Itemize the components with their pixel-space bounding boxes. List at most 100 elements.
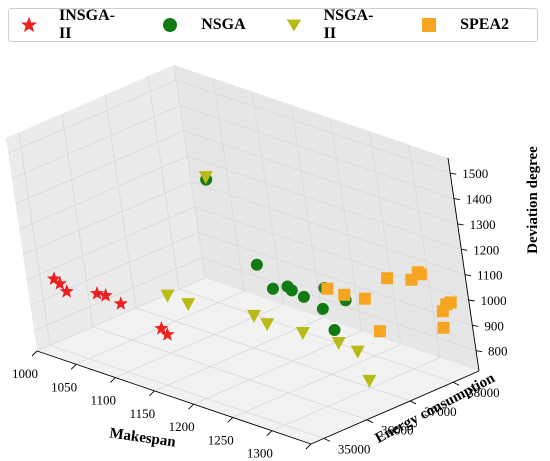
floor-pane [37, 278, 479, 444]
z-gridline [33, 257, 203, 332]
legend-item-nsga: NSGA [159, 14, 246, 36]
nsga2-point [160, 289, 175, 303]
x-gridline [232, 344, 401, 418]
nsga2-point [362, 374, 377, 388]
x-tick-label: 1250 [208, 432, 234, 447]
y-gridline [179, 288, 454, 383]
star-marker-icon [20, 16, 38, 33]
triangle-down-marker-icon [286, 19, 301, 32]
nsga2-point [295, 327, 310, 340]
z-gridline [19, 155, 188, 230]
y-gridline [49, 345, 325, 439]
z-tick-label: 1500 [462, 166, 488, 181]
insga2-point [113, 296, 128, 310]
y-tick-mark [452, 381, 460, 386]
nsga2-point [350, 345, 365, 359]
legend-item-spea2: SPEA2 [418, 14, 509, 36]
y-tick-mark [323, 437, 331, 442]
z-gridline [176, 79, 451, 174]
x-gridline [271, 357, 441, 432]
x-gridline [408, 144, 441, 358]
nsga2-point [181, 298, 196, 312]
legend-item-insga2: INSGA-II [19, 7, 121, 43]
z-gridline [201, 257, 477, 352]
y-tick-label: 38000 [467, 385, 500, 400]
z-tick-mark [461, 248, 468, 251]
z-tick-mark [475, 350, 483, 353]
x-tick-mark [70, 363, 77, 370]
legend-label: NSGA-II [323, 7, 374, 42]
legend-item-nsga2: NSGA-II [284, 7, 380, 43]
legend: INSGA-II NSGA NSGA-II SPEA2 [8, 7, 538, 43]
y-gridline [104, 94, 137, 309]
z-tick-mark [457, 223, 464, 226]
y-gridline [61, 113, 94, 327]
y-gridline [92, 326, 368, 421]
y-axis-line [310, 370, 480, 445]
nsga2-point [260, 318, 275, 332]
x-gridline [36, 277, 206, 352]
square-marker-icon [422, 18, 437, 32]
insga2-point [89, 286, 105, 300]
y-gridline [18, 132, 51, 346]
spea2-point [414, 268, 427, 281]
x-tick-label: 1100 [91, 393, 117, 408]
insga2-point [160, 327, 175, 341]
spea2-point [381, 272, 394, 285]
y-gridline [135, 307, 411, 402]
nsga2-point [331, 337, 346, 350]
x-gridline [212, 78, 245, 292]
x-tick-mark [31, 350, 38, 357]
nsga-point [328, 324, 341, 337]
nsga2-point [198, 171, 213, 185]
z-tick-label: 800 [488, 344, 508, 359]
spea2-point [321, 282, 334, 295]
x-gridline [251, 91, 284, 305]
z-gridline [194, 206, 469, 301]
x-axis-line [36, 350, 312, 445]
x-gridline [193, 330, 362, 405]
z-axis-line [447, 157, 480, 372]
x-tick-label: 1000 [12, 366, 38, 381]
z-gridline [179, 105, 455, 199]
z-tick-mark [464, 274, 472, 277]
z-gridline [15, 130, 184, 205]
z-tick-label: 1300 [470, 217, 496, 232]
z-tick-label: 1000 [481, 293, 507, 308]
x-tick-mark [266, 430, 273, 437]
nsga-point [250, 258, 263, 271]
y-tick-mark [409, 400, 417, 405]
z-gridline [22, 181, 192, 256]
nsga-point [316, 302, 329, 315]
insga2-point [46, 271, 62, 285]
z-tick-label: 1200 [473, 242, 499, 257]
y-tick-label: 37000 [424, 404, 457, 419]
nsga-point [297, 290, 310, 303]
spea2-point [338, 288, 351, 301]
z-gridline [11, 105, 181, 179]
x-tick-mark [188, 403, 194, 410]
x-gridline [154, 317, 323, 392]
x-axis-label: Makespan [108, 425, 177, 450]
x-tick-mark [227, 417, 234, 423]
spea2-point [440, 298, 453, 311]
x-gridline [369, 131, 402, 345]
z-tick-label: 900 [484, 318, 504, 333]
x-tick-label: 1150 [130, 406, 156, 421]
z-gridline [30, 231, 199, 306]
z-tick-mark [453, 198, 460, 201]
z-tick-mark [472, 324, 479, 327]
x-gridline [291, 104, 323, 318]
legend-label: NSGA [201, 16, 246, 33]
z-tick-mark [450, 172, 457, 175]
spea2-point [373, 325, 386, 338]
x-gridline [330, 118, 362, 332]
z-gridline [183, 130, 458, 225]
spea2-point [437, 321, 450, 334]
z-gridline [26, 206, 195, 281]
x-tick-mark [305, 443, 312, 450]
back-wall-pane [174, 65, 479, 371]
x-tick-mark [149, 390, 155, 397]
z-tick-label: 1100 [477, 268, 503, 283]
nsga2-point [247, 309, 261, 323]
